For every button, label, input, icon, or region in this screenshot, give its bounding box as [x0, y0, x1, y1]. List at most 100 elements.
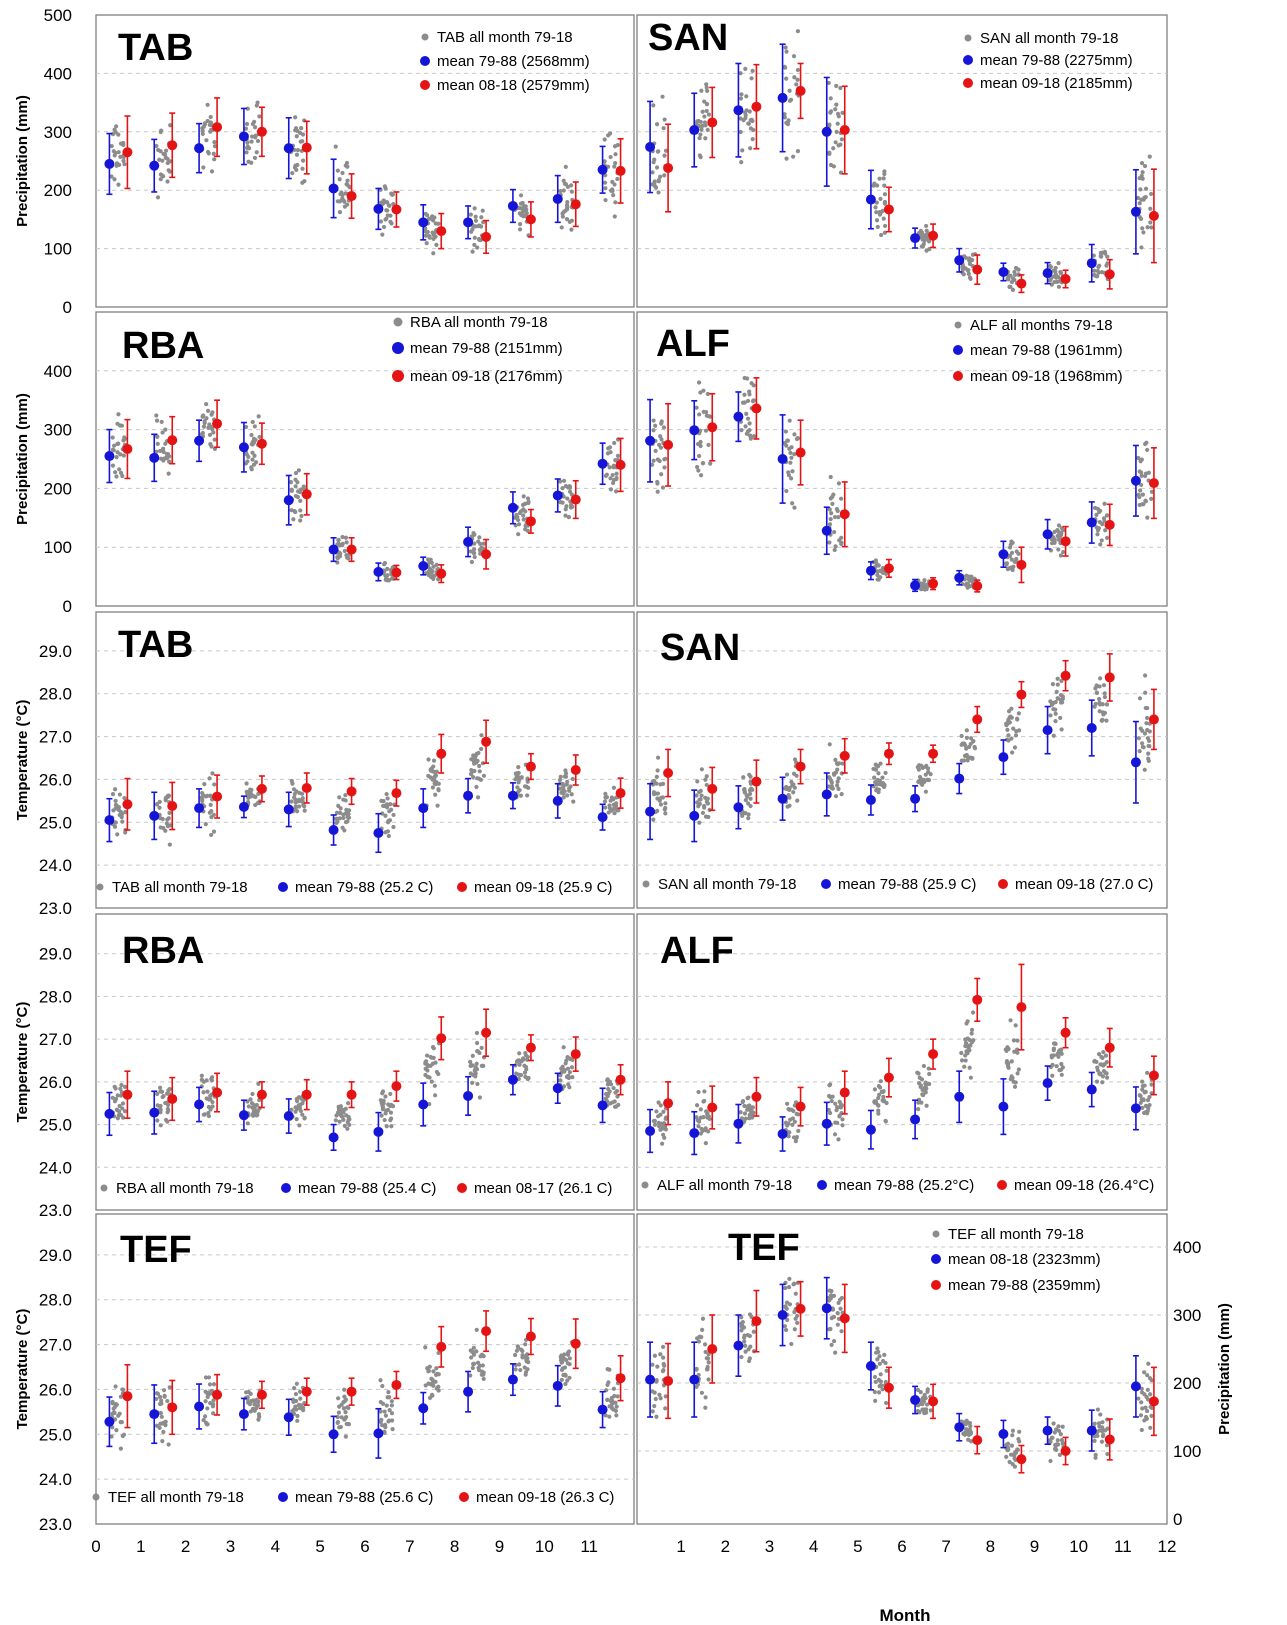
all-month-point	[1061, 549, 1066, 555]
all-month-point	[479, 733, 484, 738]
all-month-point	[557, 786, 562, 791]
all-month-point	[608, 798, 613, 803]
all-month-point	[700, 1128, 705, 1133]
all-month-point	[1056, 261, 1061, 266]
all-month-point	[569, 183, 574, 188]
all-month-point	[1100, 1055, 1105, 1060]
all-month-point	[434, 242, 439, 247]
mean-point	[795, 447, 806, 458]
y-tick-label: 100	[1173, 1442, 1201, 1461]
all-month-point	[383, 1108, 389, 1113]
all-month-point	[252, 155, 258, 161]
all-month-point	[1104, 1059, 1109, 1065]
all-month-point	[1008, 1018, 1013, 1023]
all-month-point	[425, 1074, 430, 1079]
legend-entry: RBA all month 79-18	[116, 1180, 254, 1197]
all-month-point	[880, 1098, 885, 1103]
all-month-point	[795, 798, 800, 803]
mean-point	[839, 509, 850, 520]
all-month-point	[1094, 512, 1099, 517]
all-month-point	[616, 808, 621, 813]
mean-point	[507, 1374, 518, 1385]
mean-point	[615, 165, 626, 176]
all-month-point	[561, 210, 566, 215]
all-month-point	[920, 237, 925, 242]
all-month-point	[385, 200, 390, 205]
mean-point	[1130, 475, 1141, 486]
legend-marker	[278, 1492, 288, 1502]
all-month-point	[253, 460, 259, 465]
all-month-point	[245, 140, 250, 145]
mean-point	[463, 217, 474, 228]
all-month-point	[1143, 1103, 1149, 1109]
all-month-point	[155, 1091, 160, 1097]
legend-marker	[92, 1493, 100, 1501]
all-month-point	[701, 388, 706, 393]
all-month-point	[1055, 1438, 1060, 1443]
x-tick-label: 9	[495, 1537, 504, 1556]
legend-entry: SAN all month 79-18	[658, 876, 796, 893]
all-month-point	[563, 1381, 568, 1387]
mean-point	[1148, 1396, 1159, 1407]
all-month-point	[699, 767, 704, 772]
all-month-point	[745, 1096, 750, 1101]
all-month-point	[1101, 516, 1107, 521]
all-month-point	[1096, 696, 1102, 702]
all-month-point	[614, 1404, 619, 1409]
mean-point	[1060, 670, 1071, 681]
all-month-point	[744, 94, 749, 99]
mean-point	[1042, 725, 1053, 736]
all-month-point	[1140, 1079, 1145, 1084]
all-month-point	[426, 757, 431, 762]
all-month-point	[832, 514, 838, 520]
all-month-point	[429, 1079, 434, 1084]
all-month-point	[476, 236, 482, 242]
mean-point	[238, 1110, 249, 1121]
all-month-point	[613, 489, 619, 494]
all-month-point	[390, 1426, 395, 1432]
all-month-point	[424, 241, 429, 246]
all-month-point	[919, 1077, 925, 1082]
all-month-point	[1145, 1387, 1150, 1392]
all-month-point	[919, 581, 924, 586]
legend-entry: mean 09-18 (2185mm)	[980, 75, 1133, 92]
all-month-point	[384, 1403, 389, 1408]
all-month-point	[1140, 492, 1146, 497]
all-month-point	[750, 68, 755, 73]
all-month-point	[431, 1369, 436, 1374]
all-month-point	[603, 805, 608, 810]
all-month-point	[517, 222, 523, 227]
all-month-point	[1094, 1059, 1099, 1065]
all-month-point	[206, 1104, 211, 1110]
panel-frame	[636, 311, 1168, 607]
all-month-point	[204, 402, 209, 407]
all-month-point	[828, 1293, 834, 1298]
all-month-point	[470, 1365, 475, 1371]
all-month-point	[1140, 728, 1145, 733]
all-month-point	[1058, 692, 1064, 698]
all-month-point	[663, 1124, 668, 1129]
mean-point	[552, 1380, 563, 1391]
all-month-point	[337, 810, 343, 816]
mean-point	[663, 1375, 674, 1386]
mean-point	[777, 92, 788, 103]
mean-point	[821, 126, 832, 137]
all-month-point	[743, 115, 748, 121]
all-month-point	[520, 1348, 525, 1354]
legend-marker	[457, 882, 467, 892]
all-month-point	[424, 1053, 430, 1058]
all-month-point	[833, 770, 838, 775]
mean-point	[1016, 1454, 1027, 1465]
all-month-point	[516, 780, 521, 785]
all-month-point	[695, 1118, 700, 1123]
all-month-point	[1137, 176, 1142, 181]
all-month-point	[1101, 1432, 1106, 1437]
all-month-point	[381, 224, 387, 230]
all-month-point	[694, 405, 699, 410]
y-tick-label: 24.0	[39, 1158, 72, 1177]
legend-entry: TAB all month 79-18	[112, 879, 248, 896]
mean-point	[972, 581, 983, 592]
all-month-point	[1138, 459, 1143, 464]
all-month-point	[569, 189, 574, 194]
y-tick-label: 400	[44, 362, 72, 381]
